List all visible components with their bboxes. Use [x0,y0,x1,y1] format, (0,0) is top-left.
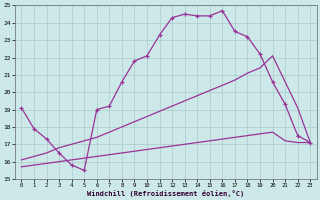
X-axis label: Windchill (Refroidissement éolien,°C): Windchill (Refroidissement éolien,°C) [87,190,244,197]
